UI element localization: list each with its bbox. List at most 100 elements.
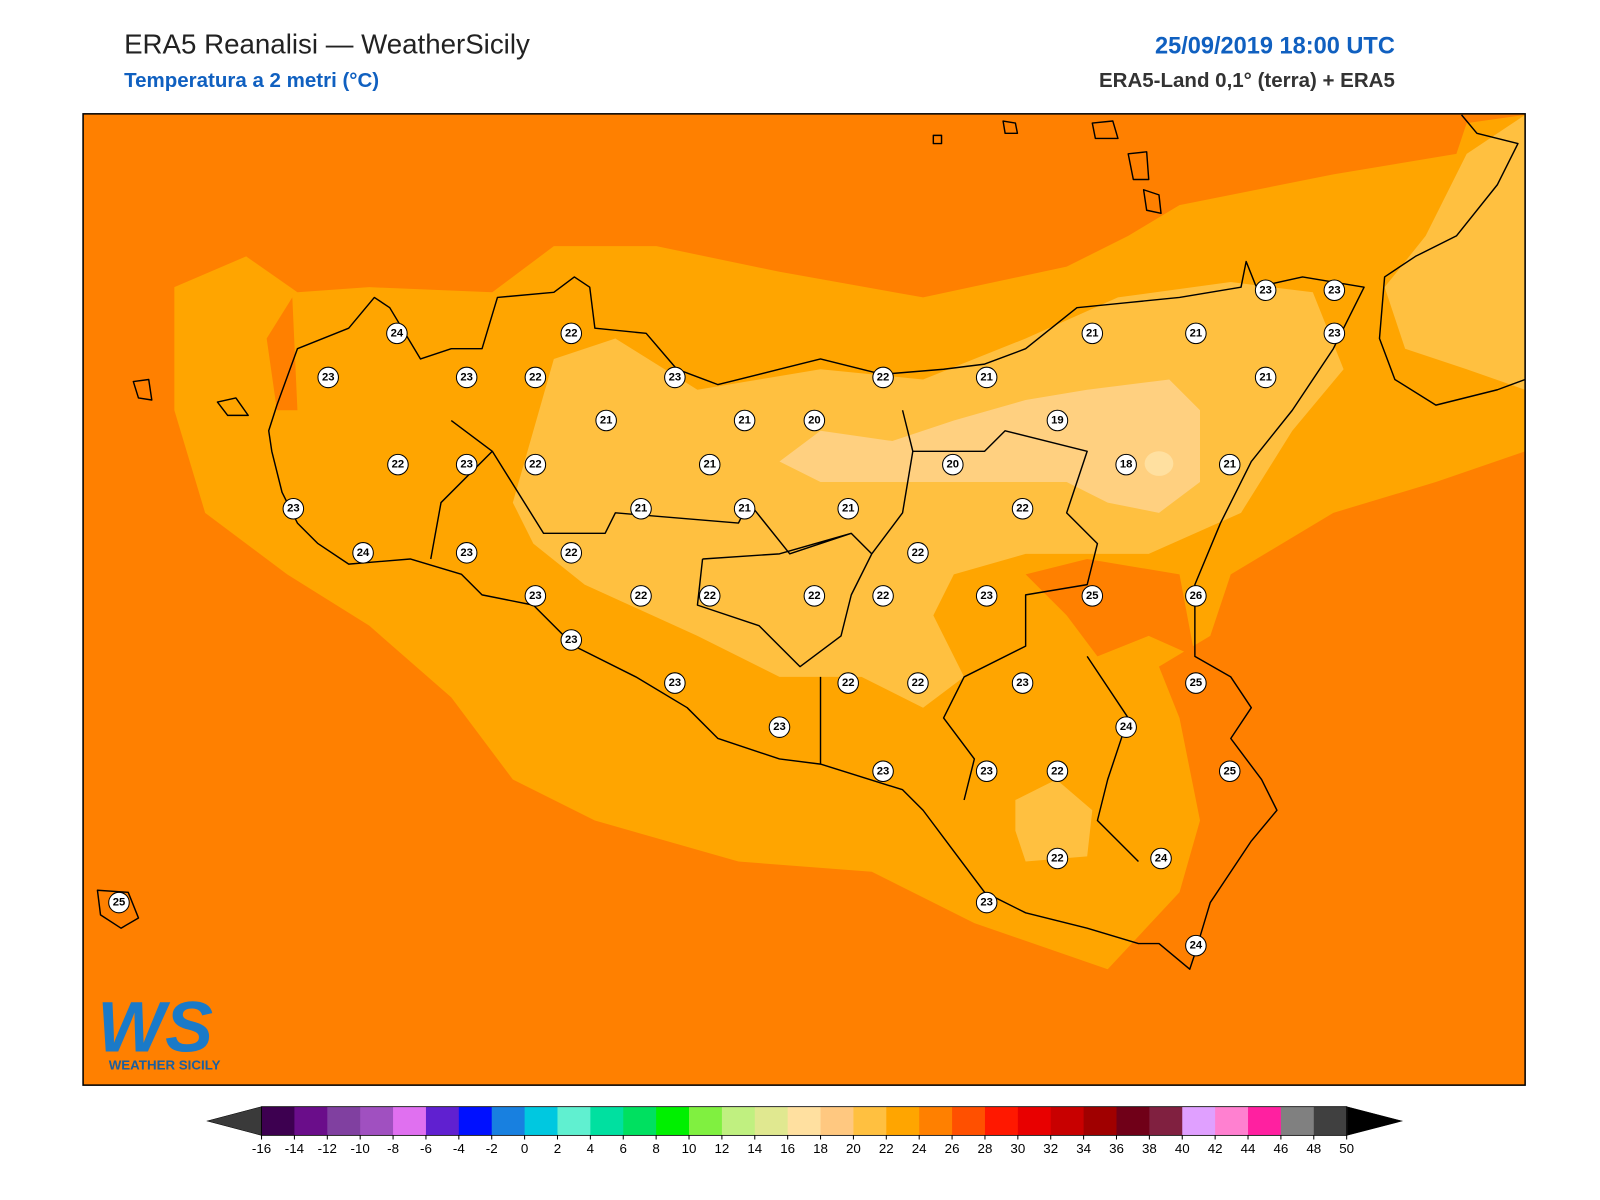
station-value: 22 bbox=[635, 590, 648, 602]
colorbar-segment bbox=[294, 1106, 328, 1136]
colorbar-tick-label: 42 bbox=[1208, 1141, 1223, 1156]
colorbar-tick-label: 8 bbox=[652, 1141, 659, 1156]
colorbar-segment bbox=[1313, 1106, 1348, 1136]
station-marker bbox=[837, 672, 859, 694]
title: ERA5 Reanalisi — WeatherSicily bbox=[124, 28, 530, 59]
station-value: 21 bbox=[738, 503, 751, 515]
colorbar-segment bbox=[689, 1106, 723, 1136]
station-value: 22 bbox=[529, 371, 542, 383]
station-value: 23 bbox=[773, 721, 786, 733]
station-value: 23 bbox=[1328, 284, 1341, 296]
colorbar-tick-label: 50 bbox=[1339, 1141, 1354, 1156]
colorbar-segment bbox=[656, 1106, 690, 1136]
zone-26-catania bbox=[1025, 558, 1195, 657]
logo-mark: WS bbox=[97, 987, 213, 1067]
station-value: 25 bbox=[1190, 677, 1203, 689]
colorbar-tick-label: 36 bbox=[1109, 1141, 1124, 1156]
colorbar-tick-label: 20 bbox=[846, 1141, 861, 1156]
colorbar-segment bbox=[853, 1106, 887, 1136]
station-marker bbox=[282, 497, 305, 520]
station-marker bbox=[975, 366, 998, 389]
colorbar-under bbox=[206, 1106, 262, 1136]
colorbar-segment bbox=[1083, 1106, 1118, 1136]
station-value: 23 bbox=[980, 590, 993, 602]
station-value: 23 bbox=[669, 371, 682, 383]
station-marker bbox=[386, 322, 408, 345]
station-marker bbox=[560, 542, 583, 564]
station-marker bbox=[1081, 322, 1104, 345]
station-marker bbox=[1046, 409, 1069, 432]
station-marker bbox=[1046, 847, 1069, 870]
station-marker bbox=[872, 760, 894, 783]
station-value: 21 bbox=[600, 415, 613, 427]
station-value: 25 bbox=[113, 897, 126, 909]
colorbar-tick-label: -4 bbox=[453, 1141, 465, 1156]
station-marker bbox=[524, 366, 547, 389]
station-value: 23 bbox=[287, 503, 300, 515]
zone-22-calabria bbox=[1384, 114, 1526, 390]
colorbar-segment bbox=[886, 1106, 920, 1136]
station-value: 23 bbox=[877, 765, 890, 777]
colorbar-tick-label: 2 bbox=[554, 1141, 561, 1156]
date: 25/09/2019 18:00 UTC bbox=[1155, 32, 1395, 58]
station-value: 21 bbox=[1259, 371, 1272, 383]
colorbar-segment bbox=[360, 1106, 394, 1136]
province-borders bbox=[430, 410, 1139, 863]
station-value: 21 bbox=[842, 503, 855, 515]
colorbar-segment bbox=[1050, 1106, 1085, 1136]
colorbar-tick-label: 44 bbox=[1241, 1141, 1256, 1156]
calabria-coast bbox=[1378, 114, 1526, 406]
station-value: 22 bbox=[1051, 852, 1064, 864]
station-marker bbox=[317, 366, 339, 389]
colorbar-segment bbox=[1280, 1106, 1315, 1136]
logo-text: WEATHER SICILY bbox=[109, 1058, 221, 1073]
colorbar-segment bbox=[1182, 1106, 1216, 1136]
station-value: 25 bbox=[1086, 590, 1099, 602]
colorbar-tick-label: 14 bbox=[747, 1141, 762, 1156]
source: ERA5-Land 0,1° (terra) + ERA5 bbox=[1099, 69, 1395, 92]
station-marker bbox=[664, 672, 686, 694]
colorbar-tick-label: 38 bbox=[1142, 1141, 1157, 1156]
colorbar-tick-label: -6 bbox=[420, 1141, 432, 1156]
colorbar-segment bbox=[1116, 1106, 1150, 1136]
station-value: 21 bbox=[635, 503, 648, 515]
colorbar-segment bbox=[590, 1106, 624, 1136]
station-marker bbox=[975, 891, 998, 914]
colorbar-tick-label: 26 bbox=[945, 1141, 960, 1156]
station-value: 24 bbox=[1155, 852, 1168, 864]
colorbar-tick-label: -8 bbox=[387, 1141, 399, 1156]
colorbar-segment bbox=[984, 1106, 1019, 1136]
station-value: 22 bbox=[877, 371, 890, 383]
station-marker bbox=[560, 629, 583, 651]
station-value: 23 bbox=[460, 371, 473, 383]
colorbar-segment bbox=[425, 1106, 460, 1136]
station-value: 22 bbox=[1016, 503, 1029, 515]
station-value: 22 bbox=[912, 547, 925, 559]
station-marker bbox=[1185, 672, 1207, 694]
colorbar-tick-label: 34 bbox=[1076, 1141, 1091, 1156]
colorbar-segment bbox=[458, 1106, 493, 1136]
station-marker bbox=[524, 453, 547, 476]
station-value: 22 bbox=[392, 459, 405, 471]
station-value: 22 bbox=[912, 677, 925, 689]
station-marker bbox=[907, 672, 929, 694]
zone-18 bbox=[1144, 451, 1174, 476]
colorbar-segment bbox=[952, 1106, 986, 1136]
station-value: 26 bbox=[1190, 590, 1203, 602]
station-value: 22 bbox=[808, 590, 821, 602]
islands bbox=[96, 120, 1162, 929]
colorbar-segment bbox=[1248, 1106, 1282, 1136]
station-marker bbox=[630, 585, 652, 607]
station-marker bbox=[733, 409, 756, 432]
station-value: 23 bbox=[529, 590, 542, 602]
colorbar-tick-label: 4 bbox=[587, 1141, 595, 1156]
colorbar-segment bbox=[820, 1106, 854, 1136]
colorbar-tick-label: 24 bbox=[912, 1141, 927, 1156]
station-marker bbox=[872, 585, 894, 607]
station-value: 21 bbox=[1086, 327, 1099, 339]
station-marker bbox=[560, 322, 583, 345]
station-marker bbox=[1185, 934, 1207, 957]
station-marker bbox=[352, 542, 374, 564]
station-marker bbox=[1185, 585, 1207, 607]
